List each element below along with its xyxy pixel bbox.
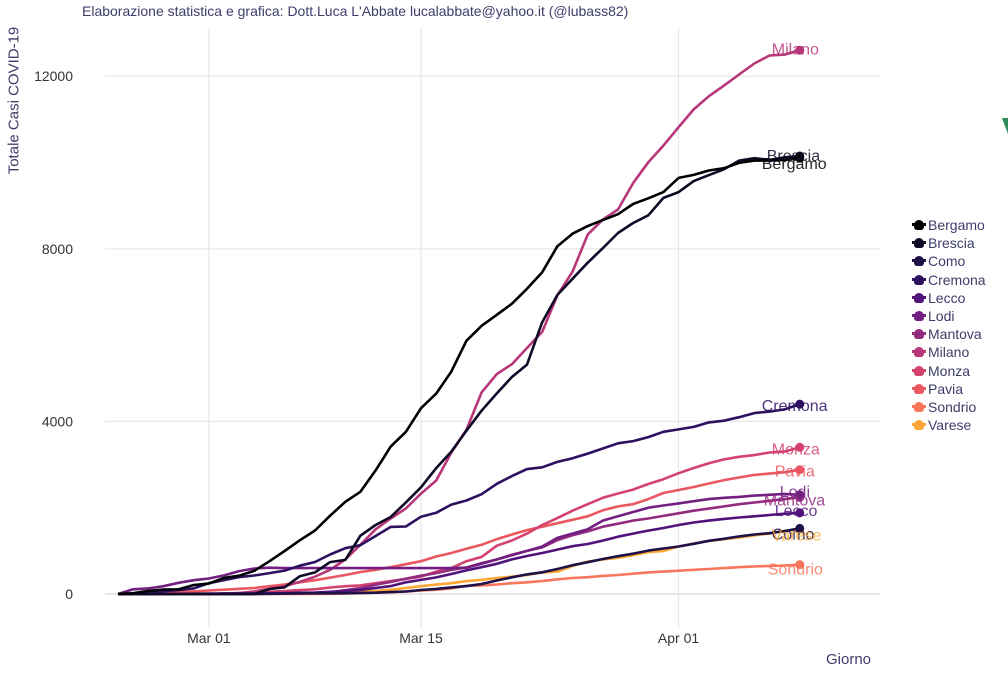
legend-label: Monza [928,362,971,379]
end-label-brescia: Brescia [767,148,820,165]
chart-caption: Elaborazione statistica e grafica: Dott.… [82,3,629,19]
y-tick-label: 8000 [42,241,73,257]
legend-label: Milano [928,344,970,361]
end-label-como: Como [772,526,815,543]
end-point-pavia [795,465,805,475]
end-label-bergamo: Bergamo [762,156,827,173]
end-label-sondrio: Sondrio [768,562,823,579]
series-line-milano [118,49,801,596]
end-label-milano: Milano [772,41,819,58]
legend-label: Sondrio [928,398,977,415]
series-line-como [118,527,801,596]
legend-marker-icon [912,274,926,286]
end-label-mantova: Mantova [764,492,825,509]
end-point-lodi [795,490,805,500]
legend-item-brescia[interactable]: Brescia [912,234,986,252]
end-label-pavia: Pavia [775,464,815,481]
legend-marker-icon [912,383,926,395]
legend-label: Lecco [928,289,966,306]
x-tick-label: Mar 01 [187,630,231,646]
end-point-lecco [795,508,805,518]
legend-marker-icon [912,310,926,322]
x-axis-label: Giorno [826,651,872,668]
y-tick-labels: 0 4000 8000 12000 [34,68,73,602]
legend-marker-icon [912,219,926,231]
legend-marker-icon [912,292,926,304]
series-line-cremona [117,402,801,596]
y-tick-label: 0 [65,586,73,602]
series-line-bergamo [117,156,800,596]
legend-item-cremona[interactable]: Cremona [912,271,986,289]
legend-marker-icon [912,365,926,377]
y-tick-label: 12000 [34,68,73,84]
legend-marker-icon [912,237,926,249]
legend-label: Pavia [928,380,964,397]
legend-label: Lodi [928,308,955,325]
legend-label: Mantova [928,326,982,343]
legend-marker-icon [912,346,926,358]
end-point-como [795,523,805,533]
series-line-varese [118,528,800,596]
x-tick-labels: Mar 01 Mar 15 Apr 01 [187,630,699,646]
end-label-cremona: Cremona [762,398,828,415]
end-label-lecco: Lecco [775,503,818,520]
legend-item-como[interactable]: Como [912,252,986,270]
legend: Bergamo Brescia Como Cremona Lecco Lodi Mantov… [912,216,986,434]
legend-item-pavia[interactable]: Pavia [912,380,986,398]
series-line-brescia [118,154,800,596]
legend-marker-icon [912,328,926,340]
legend-item-lecco[interactable]: Lecco [912,289,986,307]
legend-marker-icon [912,401,926,413]
legend-item-mantova[interactable]: Mantova [912,325,986,343]
partial-logo-icon [1002,118,1008,134]
x-tick-label: Apr 01 [658,630,699,646]
end-label-varese: Varese [772,527,822,544]
end-point-sondrio [795,560,805,570]
end-point-milano [795,45,805,55]
legend-label: Varese [928,417,972,434]
legend-label: Bergamo [928,217,985,234]
y-axis-label: Totale Casi COVID-19 [5,26,23,175]
legend-item-sondrio[interactable]: Sondrio [912,398,986,416]
legend-label: Brescia [928,235,975,252]
legend-marker-icon [912,255,926,267]
grid-lines [105,28,880,628]
series-line-pavia [117,468,801,596]
end-label-monza: Monza [772,441,820,458]
legend-item-bergamo[interactable]: Bergamo [912,216,986,234]
legend-item-monza[interactable]: Monza [912,362,986,380]
end-point-bergamo [795,153,805,163]
legend-item-lodi[interactable]: Lodi [912,307,986,325]
end-point-cremona [795,399,805,409]
legend-label: Cremona [928,271,986,288]
end-label-lodi: Lodi [780,484,810,501]
legend-label: Como [928,253,966,270]
series-line-lodi [117,492,800,596]
legend-item-varese[interactable]: Varese [912,416,986,434]
series-lines [117,45,805,596]
y-tick-label: 4000 [42,413,73,429]
legend-item-milano[interactable]: Milano [912,343,986,361]
end-point-monza [795,442,805,452]
x-tick-label: Mar 15 [399,630,443,646]
legend-marker-icon [912,419,926,431]
